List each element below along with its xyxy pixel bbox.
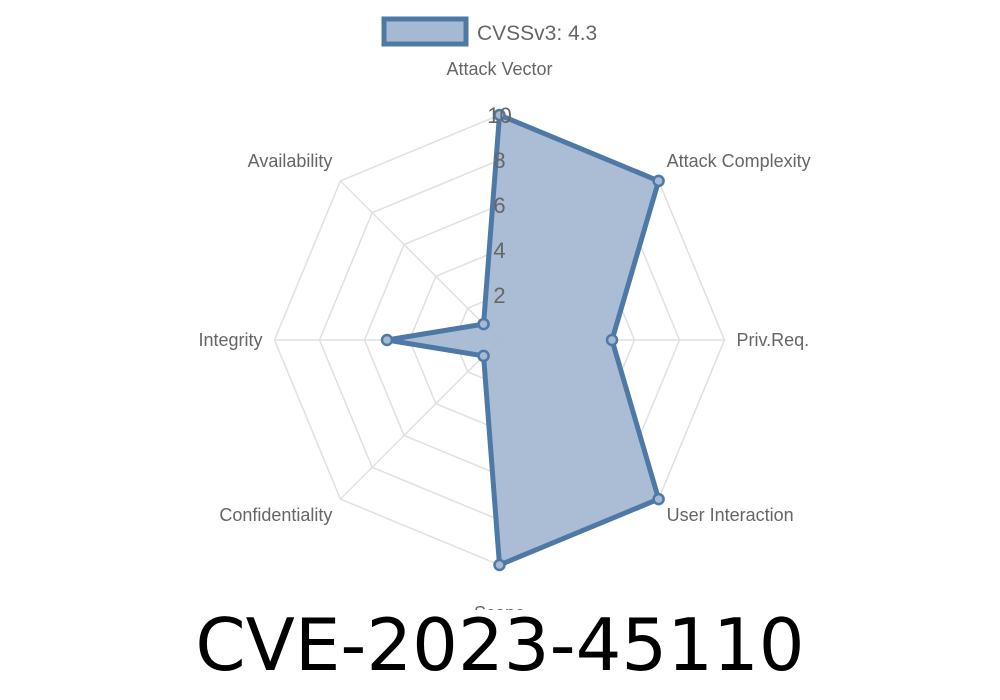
data-point — [652, 492, 665, 506]
axis-labels: Attack Vector Attack Complexity Priv.Req. U… — [198, 59, 810, 610]
radar-chart: 2 4 6 8 10 Attack Vector Attack Complexity Pri… — [198, 16, 811, 610]
series-area — [380, 108, 665, 572]
axis-label: User Interaction — [667, 505, 794, 525]
tick-label: 6 — [493, 193, 505, 218]
tick-label: 10 — [487, 103, 511, 128]
data-point — [493, 108, 506, 122]
data-point — [652, 174, 665, 188]
axis-label: Attack Vector — [446, 59, 552, 79]
data-point — [380, 333, 394, 347]
grid-spoke — [339, 180, 501, 341]
legend-label: CVSSv3: 4.3 — [477, 22, 597, 45]
tick-label: 2 — [493, 283, 505, 308]
axis-label: Scope — [474, 603, 525, 610]
axis-label: Availability — [248, 151, 333, 171]
tick-label: 4 — [493, 238, 505, 263]
axis-label: Attack Complexity — [667, 151, 811, 171]
legend[interactable]: CVSSv3: 4.3 — [381, 16, 597, 47]
data-point — [477, 317, 490, 331]
data-point — [605, 333, 619, 347]
axis-label: Integrity — [198, 330, 262, 350]
radial-ticks: 2 4 6 8 10 — [487, 103, 511, 308]
data-point — [493, 558, 506, 572]
chart-title: CVE-2023-45110 — [195, 603, 805, 687]
tick-label: 8 — [493, 148, 505, 173]
grid-spoke — [339, 339, 501, 500]
legend-swatch — [381, 16, 469, 47]
data-point — [477, 349, 490, 363]
axis-label: Confidentiality — [219, 505, 332, 525]
axis-label: Priv.Req. — [737, 330, 810, 350]
